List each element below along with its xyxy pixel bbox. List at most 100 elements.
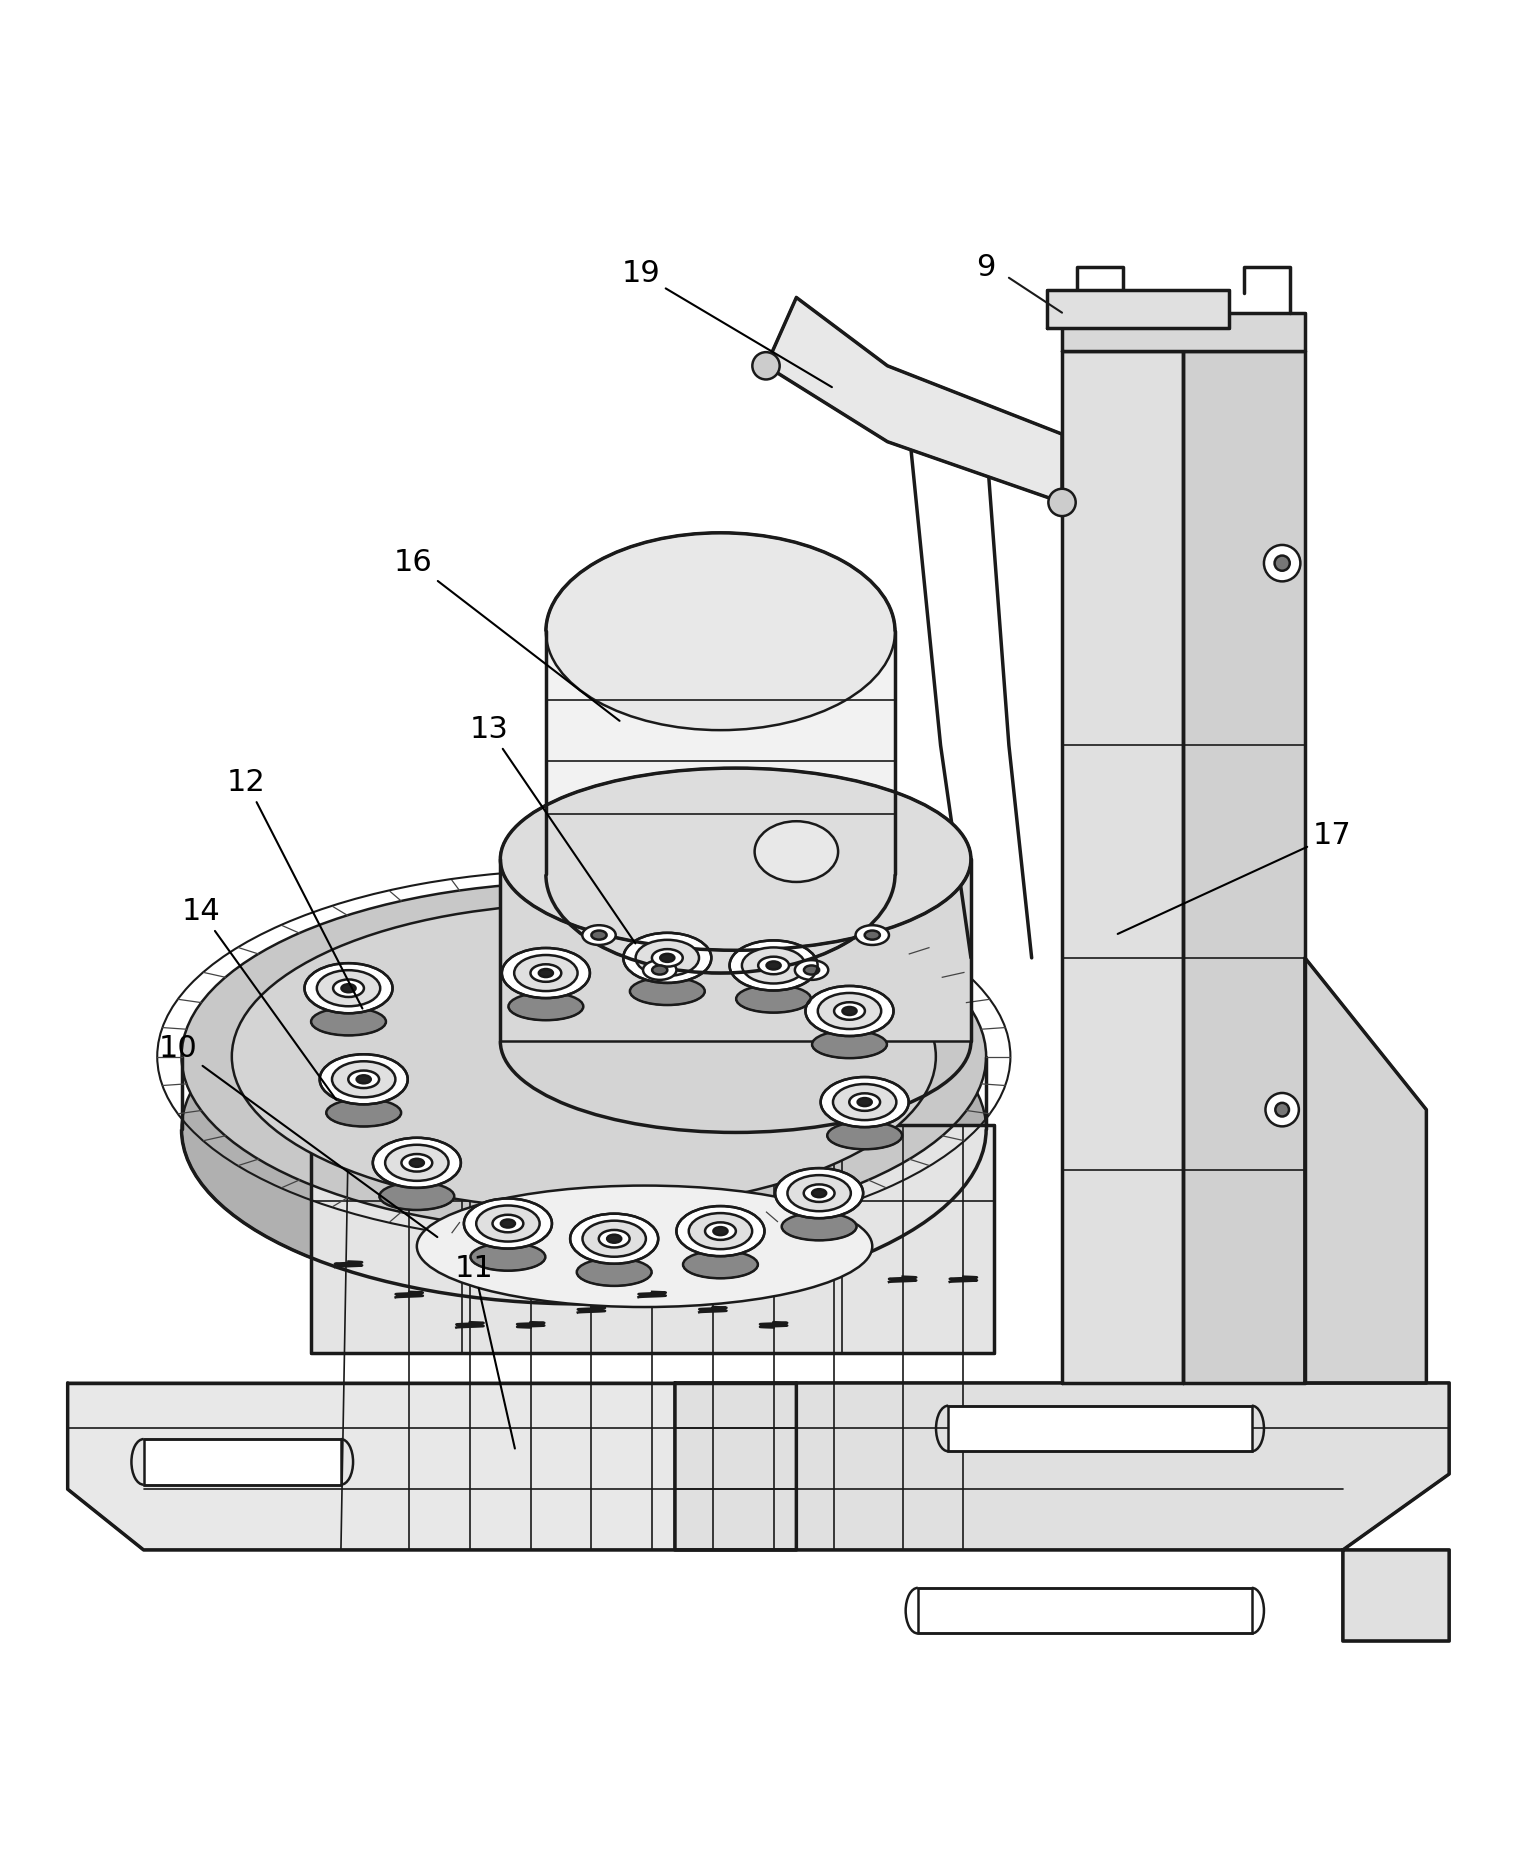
Text: 11: 11 <box>455 1254 515 1449</box>
Polygon shape <box>1046 289 1229 328</box>
Ellipse shape <box>607 1235 622 1243</box>
Ellipse shape <box>643 961 677 979</box>
Ellipse shape <box>755 822 838 881</box>
Ellipse shape <box>804 965 820 974</box>
Ellipse shape <box>576 1258 651 1286</box>
Ellipse shape <box>636 940 699 976</box>
Ellipse shape <box>539 968 553 978</box>
Ellipse shape <box>787 1174 850 1211</box>
Ellipse shape <box>409 1159 424 1167</box>
Ellipse shape <box>326 1098 401 1126</box>
Ellipse shape <box>305 963 392 1013</box>
Ellipse shape <box>502 948 590 998</box>
Ellipse shape <box>795 961 829 979</box>
Ellipse shape <box>311 1007 386 1035</box>
Ellipse shape <box>1275 1104 1288 1117</box>
Ellipse shape <box>320 1054 408 1104</box>
Ellipse shape <box>582 1221 647 1256</box>
Ellipse shape <box>181 955 987 1304</box>
Ellipse shape <box>818 992 881 1030</box>
Polygon shape <box>918 1588 1252 1634</box>
Text: 16: 16 <box>394 547 619 722</box>
Ellipse shape <box>653 965 668 974</box>
Ellipse shape <box>821 1078 908 1128</box>
Ellipse shape <box>827 1122 902 1150</box>
Ellipse shape <box>591 931 607 940</box>
Ellipse shape <box>380 1182 455 1209</box>
Ellipse shape <box>758 957 789 974</box>
Ellipse shape <box>181 881 987 1232</box>
Ellipse shape <box>677 1206 764 1256</box>
Ellipse shape <box>342 985 355 992</box>
Ellipse shape <box>1048 488 1075 516</box>
Ellipse shape <box>729 940 818 991</box>
Ellipse shape <box>545 775 895 974</box>
Ellipse shape <box>855 926 889 944</box>
Ellipse shape <box>804 1183 835 1202</box>
Ellipse shape <box>464 1198 552 1248</box>
Text: 10: 10 <box>159 1033 437 1237</box>
Ellipse shape <box>705 1222 735 1239</box>
Text: 19: 19 <box>622 260 832 388</box>
Polygon shape <box>501 859 971 1041</box>
Polygon shape <box>144 1439 342 1484</box>
Text: 14: 14 <box>181 898 336 1100</box>
Polygon shape <box>311 1124 994 1352</box>
Ellipse shape <box>806 987 893 1037</box>
Ellipse shape <box>737 985 810 1013</box>
Ellipse shape <box>385 1145 449 1182</box>
Ellipse shape <box>417 1185 872 1308</box>
Ellipse shape <box>833 1083 896 1120</box>
Ellipse shape <box>570 1213 659 1263</box>
Ellipse shape <box>864 931 879 940</box>
Ellipse shape <box>501 1219 515 1228</box>
Ellipse shape <box>1265 1093 1299 1126</box>
Ellipse shape <box>812 1189 826 1196</box>
Ellipse shape <box>492 1215 524 1232</box>
Ellipse shape <box>470 1243 545 1271</box>
Ellipse shape <box>653 950 683 966</box>
Text: 17: 17 <box>1118 822 1351 933</box>
Ellipse shape <box>332 1061 395 1098</box>
Ellipse shape <box>766 961 781 970</box>
Ellipse shape <box>509 992 584 1020</box>
Ellipse shape <box>741 948 806 983</box>
Ellipse shape <box>501 768 971 950</box>
Polygon shape <box>545 631 895 874</box>
Ellipse shape <box>332 979 365 996</box>
Ellipse shape <box>858 1098 872 1106</box>
Ellipse shape <box>714 1228 728 1235</box>
Polygon shape <box>948 1406 1252 1451</box>
Ellipse shape <box>599 1230 630 1247</box>
Ellipse shape <box>1264 545 1301 581</box>
Ellipse shape <box>401 1154 432 1172</box>
Ellipse shape <box>1275 555 1290 571</box>
Ellipse shape <box>775 1169 863 1219</box>
Polygon shape <box>1062 313 1305 351</box>
Ellipse shape <box>530 965 561 981</box>
Ellipse shape <box>348 1070 378 1089</box>
Polygon shape <box>766 297 1062 503</box>
Ellipse shape <box>683 1250 758 1278</box>
Ellipse shape <box>357 1076 371 1083</box>
Ellipse shape <box>781 1213 856 1241</box>
Polygon shape <box>1062 351 1184 1384</box>
Ellipse shape <box>812 1031 887 1057</box>
Ellipse shape <box>689 1213 752 1248</box>
Ellipse shape <box>843 1007 856 1015</box>
Text: 12: 12 <box>227 768 363 1009</box>
Ellipse shape <box>582 926 616 944</box>
Ellipse shape <box>630 978 705 1005</box>
Text: 13: 13 <box>470 714 636 944</box>
Ellipse shape <box>476 1206 539 1241</box>
Ellipse shape <box>372 1137 461 1187</box>
Ellipse shape <box>849 1093 879 1111</box>
Polygon shape <box>1184 351 1305 1384</box>
Ellipse shape <box>660 953 674 963</box>
Ellipse shape <box>833 1002 866 1020</box>
Polygon shape <box>67 1384 797 1551</box>
Polygon shape <box>1305 957 1426 1384</box>
Ellipse shape <box>752 352 780 380</box>
Text: 9: 9 <box>976 252 996 282</box>
Polygon shape <box>676 1384 1449 1642</box>
